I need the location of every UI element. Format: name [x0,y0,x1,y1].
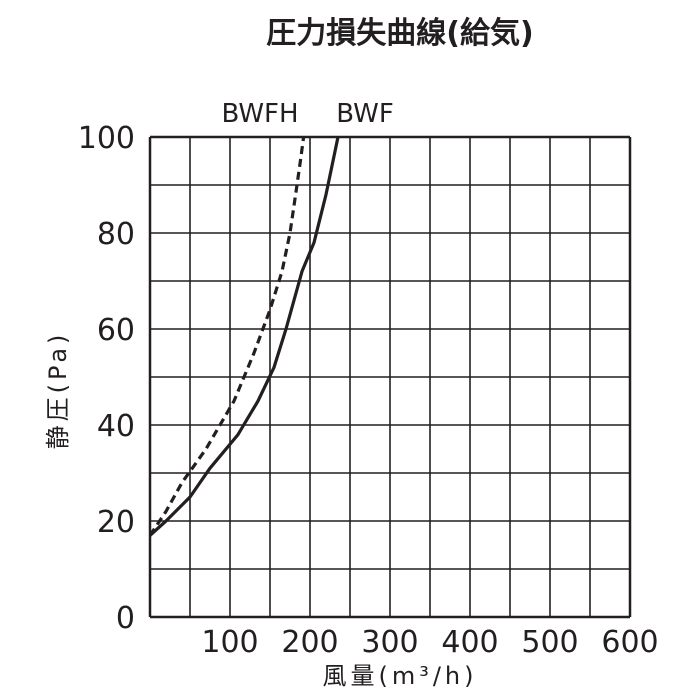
x-axis-label: 風量(m³/h) [322,662,477,690]
x-tick-label: 600 [601,625,658,660]
x-tick-label: 100 [201,625,258,660]
y-tick-label: 20 [97,505,135,540]
x-tick-label: 200 [281,625,338,660]
x-tick-label: 400 [441,625,498,660]
series-line-bwf [150,136,340,537]
chart-title: 圧力損失曲線(給気) [266,16,533,51]
x-tick-label: 300 [361,625,418,660]
y-tick-label: 80 [97,217,135,252]
y-tick-label: 60 [97,313,135,348]
series-label-bwfh: BWFH [221,99,298,129]
y-axis-label: 静圧(Pa) [44,331,72,450]
y-tick-label: 40 [97,409,135,444]
grid [148,135,632,619]
tick-labels: 0 20 40 60 80 100 100 200 300 400 500 600 [78,121,659,660]
series-lines [150,136,340,537]
y-tick-label: 0 [116,601,135,636]
y-tick-label: 100 [78,121,135,156]
x-tick-label: 500 [521,625,578,660]
series-label-bwf: BWF [336,99,394,129]
series-labels: BWF BWFH [221,99,393,129]
series-line-bwfh [150,136,306,537]
